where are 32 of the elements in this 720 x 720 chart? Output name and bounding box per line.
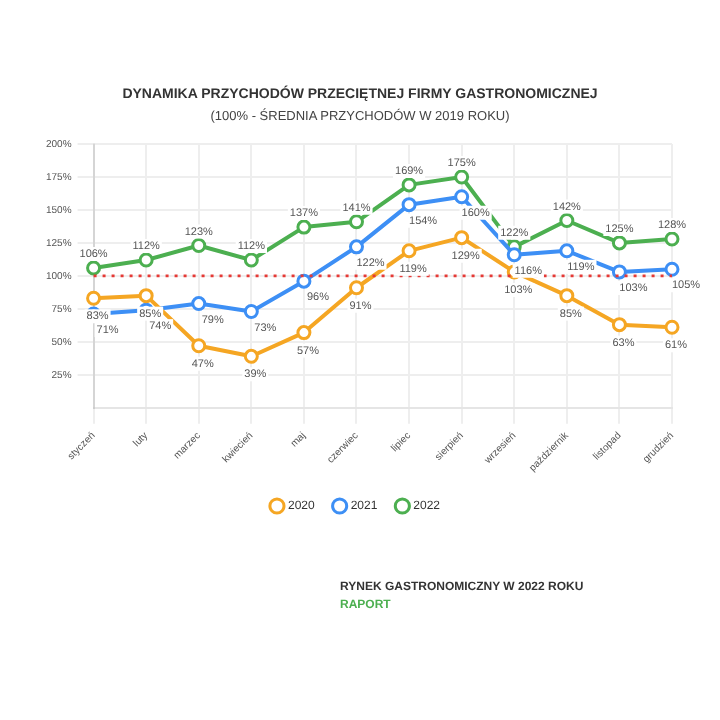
point xyxy=(559,288,575,304)
point xyxy=(243,348,259,364)
point xyxy=(138,288,154,304)
point xyxy=(611,264,627,280)
point xyxy=(296,219,312,235)
point xyxy=(559,212,575,228)
point xyxy=(349,214,364,230)
point xyxy=(611,235,627,251)
point xyxy=(664,231,680,247)
point xyxy=(611,317,627,333)
point xyxy=(454,189,470,205)
point xyxy=(454,169,470,185)
point xyxy=(191,338,207,354)
point xyxy=(138,252,154,268)
point xyxy=(349,239,364,255)
point xyxy=(296,273,312,289)
point xyxy=(86,290,102,306)
point xyxy=(401,177,417,193)
point xyxy=(401,197,417,213)
point xyxy=(86,260,102,276)
point xyxy=(401,243,417,259)
point xyxy=(243,252,259,268)
point xyxy=(454,230,470,246)
point xyxy=(664,319,680,335)
point xyxy=(296,325,312,341)
point xyxy=(559,243,575,259)
point xyxy=(664,261,680,277)
point xyxy=(506,247,522,263)
point xyxy=(243,303,259,319)
point xyxy=(191,238,207,254)
point xyxy=(349,280,364,296)
point xyxy=(191,296,207,312)
